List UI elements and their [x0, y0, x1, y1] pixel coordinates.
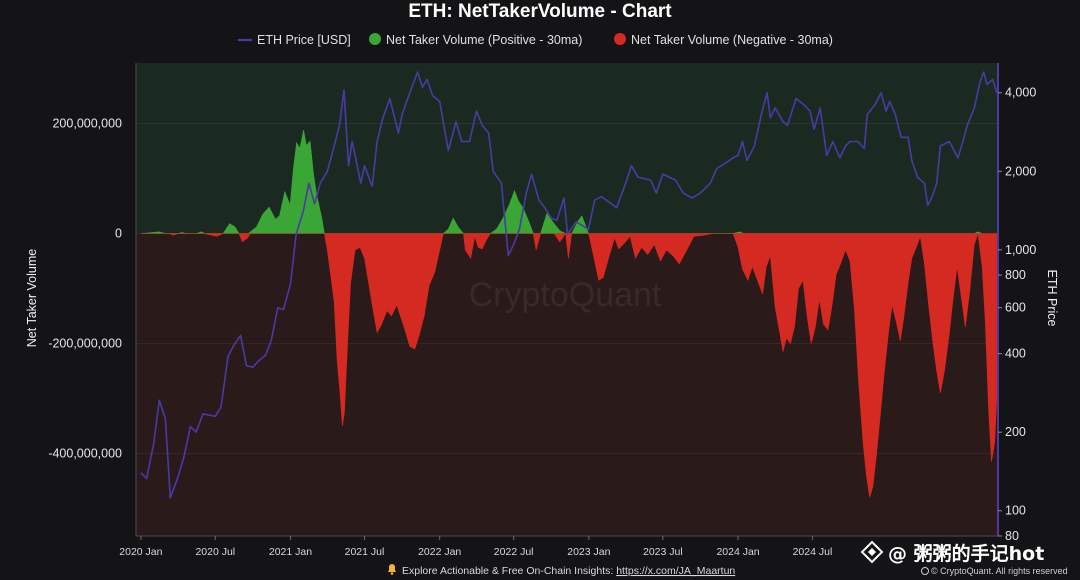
net-taker-areas [140, 130, 998, 498]
x-tick-label: 2022 Jul [494, 546, 534, 558]
legend-price-label: ETH Price [USD] [257, 33, 351, 47]
price-series [140, 71, 998, 499]
right-tick-label: 400 [1005, 347, 1026, 361]
right-tick-label: 1,000 [1005, 243, 1036, 257]
left-tick-label: -400,000,000 [48, 447, 122, 461]
overlay-watermark: @ 粥粥的手记hot [860, 540, 1044, 565]
legend: ETH Price [USD] Net Taker Volume (Positi… [238, 33, 833, 47]
right-tick-label: 80 [1005, 529, 1019, 543]
x-tick-label: 2022 Jan [418, 546, 461, 558]
legend-positive-label: Net Taker Volume (Positive - 30ma) [386, 33, 582, 47]
footer: Explore Actionable & Free On-Chain Insig… [388, 564, 1068, 577]
negative-net-taker-area [140, 232, 998, 498]
legend-negative-swatch [614, 33, 626, 45]
right-tick-label: 100 [1005, 504, 1026, 518]
footer-link[interactable]: https://x.com/JA_Maartun [616, 565, 735, 577]
x-tick-label: 2020 Jan [119, 546, 162, 558]
right-tick-label: 200 [1005, 425, 1026, 439]
legend-item-negative[interactable]: Net Taker Volume (Negative - 30ma) [614, 33, 833, 47]
x-tick-label: 2024 Jul [793, 546, 833, 558]
footer-credit: © CryptoQuant. All rights reserved [931, 566, 1068, 576]
right-tick-label: 800 [1005, 268, 1026, 282]
right-axis-label: ETH Price [1045, 270, 1059, 327]
right-tick-label: 4,000 [1005, 86, 1036, 100]
legend-item-price[interactable]: ETH Price [USD] [238, 33, 351, 47]
right-tick-label: 2,000 [1005, 164, 1036, 178]
watermark: CryptoQuant [469, 276, 662, 314]
left-axis-label: Net Taker Volume [25, 249, 39, 347]
x-tick-label: 2021 Jul [345, 546, 385, 558]
cryptoquant-logo-icon [921, 567, 929, 575]
positive-zone [136, 63, 998, 234]
x-tick-label: 2021 Jan [269, 546, 312, 558]
footer-prefix: Explore Actionable & Free On-Chain Insig… [402, 565, 616, 577]
legend-positive-swatch [369, 33, 381, 45]
right-tick-label: 600 [1005, 301, 1026, 315]
left-tick-label: 200,000,000 [52, 117, 122, 131]
left-tick-label: -200,000,000 [48, 337, 122, 351]
overlay-logo-icon [860, 540, 884, 564]
bell-icon [388, 564, 396, 575]
x-tick-label: 2020 Jul [195, 546, 235, 558]
legend-negative-label: Net Taker Volume (Negative - 30ma) [631, 33, 833, 47]
x-tick-label: 2023 Jan [567, 546, 610, 558]
overlay-text: @ 粥粥的手记hot [888, 542, 1044, 565]
x-tick-label: 2023 Jul [643, 546, 683, 558]
left-tick-label: 0 [115, 227, 122, 241]
legend-item-positive[interactable]: Net Taker Volume (Positive - 30ma) [369, 33, 582, 47]
x-tick-label: 2024 Jan [716, 546, 759, 558]
eth-price-line [140, 71, 998, 499]
footer-text: Explore Actionable & Free On-Chain Insig… [402, 565, 735, 577]
axes: 200,000,000 0 -200,000,000 -400,000,000 4,00… [48, 63, 1036, 558]
chart-title: ETH: NetTakerVolume - Chart [408, 1, 672, 22]
